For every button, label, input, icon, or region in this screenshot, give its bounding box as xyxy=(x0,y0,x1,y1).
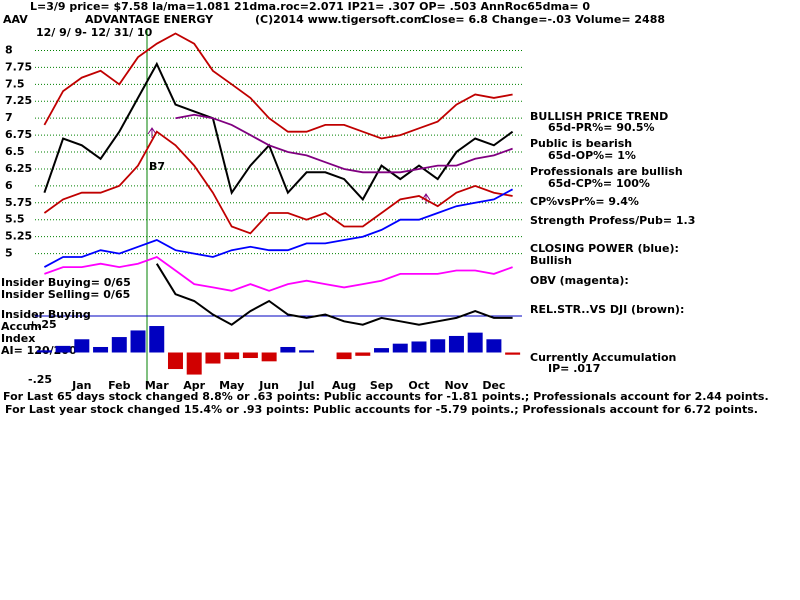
annotation: REL.STR..VS DJI (brown): xyxy=(530,303,684,316)
bar xyxy=(505,352,521,355)
bar xyxy=(130,330,146,353)
footer-line: For Last year stock changed 15.4% or .93… xyxy=(5,403,758,416)
bar xyxy=(355,352,371,356)
bar xyxy=(448,335,464,353)
y-tick-label: 6.75 xyxy=(5,128,32,141)
y-tick-label: 5.5 xyxy=(5,213,25,226)
bar xyxy=(392,343,408,353)
y-tick-label: 7.5 xyxy=(5,77,25,90)
bar xyxy=(411,341,427,353)
bar xyxy=(167,352,183,370)
bar xyxy=(261,352,277,362)
annotation: Accum xyxy=(1,320,42,333)
y-tick-label: 7.75 xyxy=(5,60,32,73)
bar xyxy=(149,326,165,353)
y-tick-label: -.25 xyxy=(28,373,52,386)
bar xyxy=(93,346,109,353)
y-tick-label: 7 xyxy=(5,111,13,124)
bar xyxy=(111,337,127,353)
x-tick-label: Jul xyxy=(298,379,315,392)
y-tick-label: 5.75 xyxy=(5,196,32,209)
quote: Close= 6.8 Change=-.03 Volume= 2488 xyxy=(422,13,665,26)
annotation: Bullish xyxy=(530,254,572,267)
annotation: Insider Buying= 0/65 xyxy=(1,276,131,289)
bar xyxy=(299,350,315,353)
y-tick-label: 5.25 xyxy=(5,230,32,243)
bar xyxy=(74,339,90,353)
annotation: CP%vsPr%= 9.4% xyxy=(530,195,639,208)
bar xyxy=(336,352,352,360)
bar xyxy=(205,352,221,364)
x-tick-label: Apr xyxy=(183,379,205,392)
y-tick-label: +.25 xyxy=(28,318,57,331)
annotation: CLOSING POWER (blue): xyxy=(530,242,679,255)
annotation: IP= .017 xyxy=(548,362,600,375)
bar xyxy=(224,352,240,360)
annotation: OBV (magenta): xyxy=(530,274,629,287)
annotation: Strength Profess/Pub= 1.3 xyxy=(530,214,695,227)
series-line xyxy=(44,255,513,292)
series-line xyxy=(43,188,514,268)
bar xyxy=(186,352,202,375)
x-tick-label: Mar xyxy=(145,379,169,392)
copyright: (C)2014 www.tigersoft.com xyxy=(255,13,425,26)
annotation: BULLISH PRICE TREND xyxy=(530,110,668,123)
x-tick-label: Feb xyxy=(108,379,131,392)
y-tick-label: 8 xyxy=(5,43,13,56)
symbol: AAV xyxy=(3,13,28,26)
annotation: 65d-OP%= 1% xyxy=(548,149,636,162)
annotation: Index xyxy=(1,332,35,345)
annotation: Insider Selling= 0/65 xyxy=(1,288,130,301)
series-line xyxy=(43,61,514,202)
bar xyxy=(430,339,446,353)
arrow xyxy=(147,127,157,138)
annotation: Insider Buying xyxy=(1,308,91,321)
bar xyxy=(36,350,52,353)
annotation: Currently Accumulation xyxy=(530,351,676,364)
x-tick-label: Jan xyxy=(71,379,91,392)
footer-line: For Last 65 days stock changed 8.8% or .… xyxy=(3,390,769,403)
bar xyxy=(280,346,296,353)
x-tick-label: Nov xyxy=(444,379,469,392)
annotation: Professionals are bullish xyxy=(530,165,683,178)
annotation: Public is bearish xyxy=(530,137,632,150)
bar xyxy=(374,348,390,353)
x-tick-label: Jun xyxy=(258,379,279,392)
x-tick-label: Dec xyxy=(482,379,505,392)
x-tick-label: May xyxy=(219,379,244,392)
bar xyxy=(55,345,71,353)
bar xyxy=(486,339,502,353)
y-tick-label: 7.25 xyxy=(5,94,32,107)
y-tick-label: 5 xyxy=(5,247,13,260)
annotation: 65d-PR%= 90.5% xyxy=(548,121,655,134)
series-line xyxy=(155,263,513,326)
series-line xyxy=(43,32,513,140)
annotation: 65d-CP%= 100% xyxy=(548,177,650,190)
x-tick-label: Sep xyxy=(370,379,393,392)
x-tick-label: Oct xyxy=(408,379,429,392)
status-line: L=3/9 price= $7.58 la/ma=1.081 21dma.roc… xyxy=(30,0,590,13)
period: 12/ 9/ 9- 12/ 31/ 10 xyxy=(36,26,153,39)
x-tick-label: Aug xyxy=(332,379,356,392)
y-tick-label: 6 xyxy=(5,179,13,192)
bar xyxy=(467,332,483,353)
company: ADVANTAGE ENERGY xyxy=(85,13,214,26)
series-line xyxy=(43,130,513,235)
annotation: B7 xyxy=(149,160,165,173)
bar xyxy=(242,352,258,359)
series-line xyxy=(175,113,513,174)
y-tick-label: 6.25 xyxy=(5,162,32,175)
y-tick-label: 6.5 xyxy=(5,145,25,158)
